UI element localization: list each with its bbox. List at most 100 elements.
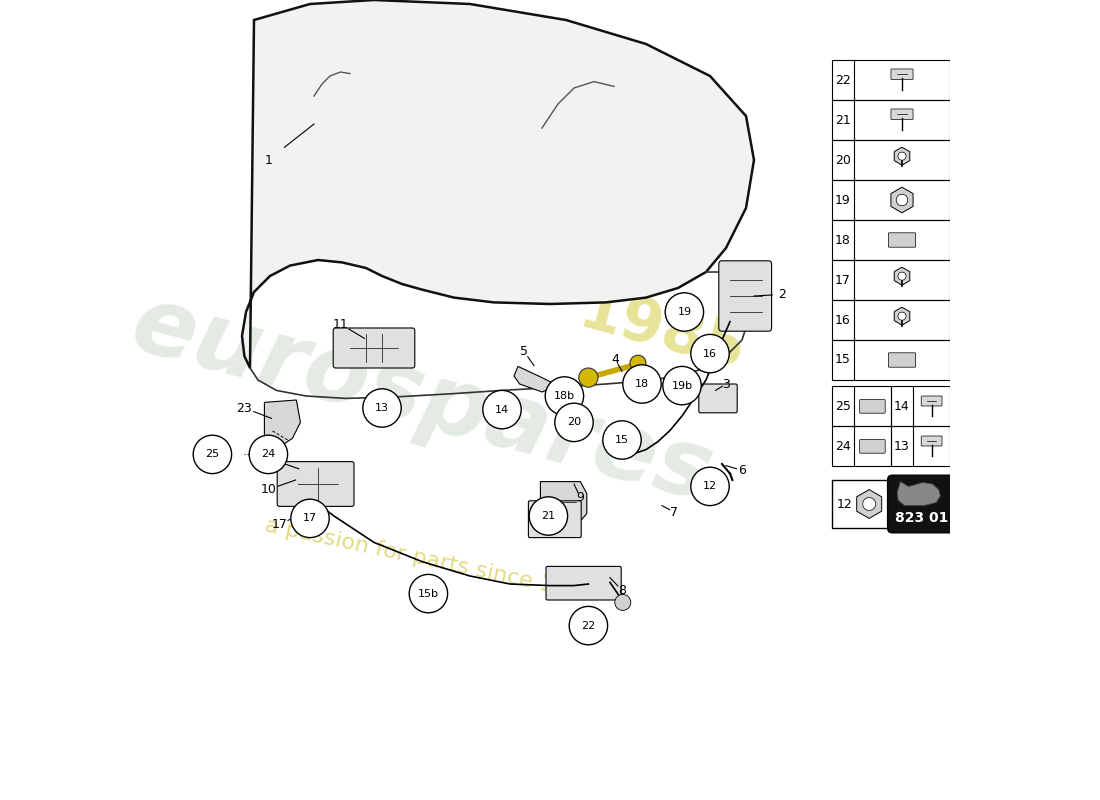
Text: 24: 24	[262, 450, 275, 459]
Circle shape	[251, 437, 286, 472]
Text: 3: 3	[722, 378, 730, 390]
Bar	[832, 426, 891, 466]
FancyBboxPatch shape	[921, 396, 942, 406]
Circle shape	[194, 435, 232, 474]
FancyBboxPatch shape	[889, 233, 915, 247]
Bar	[832, 220, 950, 260]
Polygon shape	[894, 147, 910, 165]
Circle shape	[691, 334, 729, 373]
Circle shape	[579, 368, 598, 387]
FancyBboxPatch shape	[546, 566, 622, 600]
Circle shape	[409, 574, 448, 613]
Circle shape	[862, 498, 876, 510]
Text: 7: 7	[670, 506, 678, 518]
Bar	[832, 340, 950, 380]
Text: 1985: 1985	[572, 282, 751, 382]
Text: 19: 19	[678, 307, 692, 317]
Circle shape	[623, 365, 661, 403]
FancyBboxPatch shape	[277, 462, 354, 506]
Bar	[832, 480, 891, 528]
Polygon shape	[891, 187, 913, 213]
FancyBboxPatch shape	[333, 328, 415, 368]
Circle shape	[691, 467, 729, 506]
Text: 24: 24	[835, 440, 850, 453]
Circle shape	[603, 421, 641, 459]
Text: 823 01: 823 01	[894, 511, 948, 526]
Circle shape	[898, 152, 906, 160]
Text: 19: 19	[835, 194, 850, 206]
Polygon shape	[894, 267, 910, 285]
FancyBboxPatch shape	[718, 261, 771, 331]
Circle shape	[615, 594, 630, 610]
Text: 12: 12	[703, 482, 717, 491]
Circle shape	[546, 377, 584, 415]
Circle shape	[290, 499, 329, 538]
Polygon shape	[242, 0, 754, 368]
FancyBboxPatch shape	[859, 400, 886, 413]
Circle shape	[898, 272, 906, 280]
Text: 12: 12	[836, 498, 852, 510]
Bar	[832, 100, 950, 140]
Text: 20: 20	[835, 154, 850, 166]
FancyBboxPatch shape	[698, 384, 737, 413]
Text: 10: 10	[261, 483, 276, 496]
Text: 6: 6	[738, 464, 746, 477]
Text: 15: 15	[835, 354, 850, 366]
Circle shape	[363, 389, 402, 427]
Text: 1: 1	[264, 154, 273, 166]
Text: eurospares: eurospares	[121, 278, 723, 522]
Text: 25: 25	[206, 450, 220, 459]
Polygon shape	[857, 490, 882, 518]
Text: 15: 15	[615, 435, 629, 445]
Text: 20: 20	[566, 418, 581, 427]
Text: 2: 2	[778, 288, 785, 301]
Text: 14: 14	[894, 400, 910, 413]
Text: 9: 9	[576, 491, 584, 504]
FancyBboxPatch shape	[528, 501, 581, 538]
Text: 19b: 19b	[671, 381, 693, 390]
FancyBboxPatch shape	[888, 475, 955, 533]
FancyBboxPatch shape	[921, 436, 942, 446]
Text: 4: 4	[612, 354, 619, 366]
Text: 13: 13	[375, 403, 389, 413]
Text: 17: 17	[302, 514, 317, 523]
Circle shape	[529, 497, 568, 535]
Circle shape	[710, 485, 722, 498]
Bar	[891, 426, 950, 466]
Polygon shape	[264, 400, 300, 446]
Bar	[832, 260, 950, 300]
Circle shape	[896, 194, 907, 206]
Text: 17: 17	[835, 274, 850, 286]
Circle shape	[898, 312, 906, 320]
Polygon shape	[514, 366, 558, 392]
Circle shape	[483, 390, 521, 429]
Text: 25: 25	[835, 400, 850, 413]
Text: 16: 16	[703, 349, 717, 358]
Text: 16: 16	[835, 314, 850, 326]
FancyBboxPatch shape	[889, 353, 915, 367]
Circle shape	[261, 447, 276, 462]
Circle shape	[663, 366, 701, 405]
Text: 5: 5	[520, 346, 528, 358]
Polygon shape	[898, 482, 940, 506]
Circle shape	[250, 435, 287, 474]
Circle shape	[630, 355, 646, 371]
Text: 18: 18	[835, 234, 850, 246]
Text: 21: 21	[541, 511, 556, 521]
Text: 18b: 18b	[553, 391, 575, 401]
Text: 22: 22	[835, 74, 850, 86]
Circle shape	[569, 606, 607, 645]
FancyBboxPatch shape	[891, 109, 913, 119]
Text: 18: 18	[635, 379, 649, 389]
Bar	[832, 180, 950, 220]
Text: 8: 8	[618, 584, 626, 597]
Text: 14: 14	[495, 405, 509, 414]
Bar	[832, 386, 891, 426]
Circle shape	[554, 403, 593, 442]
Bar	[832, 60, 950, 100]
Text: a passion for parts since 1985: a passion for parts since 1985	[263, 515, 597, 605]
Text: 15b: 15b	[418, 589, 439, 598]
Text: 13: 13	[894, 440, 910, 453]
Circle shape	[666, 293, 704, 331]
FancyBboxPatch shape	[891, 69, 913, 79]
